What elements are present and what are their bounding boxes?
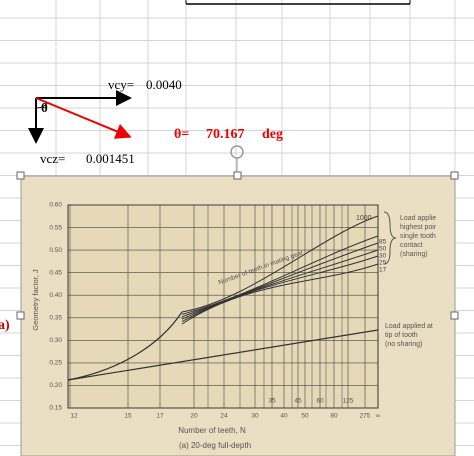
mating-teeth-label: 25 <box>379 260 387 267</box>
resize-handle[interactable] <box>17 172 24 179</box>
theta-value: 70.167 <box>206 127 245 142</box>
mating-teeth-label: 50 <box>379 246 387 253</box>
theta-label: θ= <box>174 127 189 142</box>
y-tick-label: 0.45 <box>49 269 62 276</box>
resize-handle[interactable] <box>17 312 24 319</box>
x-tick-label: 17 <box>156 413 164 420</box>
inner-x-tick-label: 125 <box>343 398 354 405</box>
side-label: a) <box>0 318 10 333</box>
legend-text: tip of tooth <box>385 332 418 339</box>
y-axis-label: Geometry factor, J <box>31 269 40 331</box>
legend-text: Load applie <box>400 215 436 222</box>
top-curve-label: 1000 <box>356 215 372 222</box>
legend-text: highest poir <box>400 224 437 231</box>
y-tick-label: 0.30 <box>49 337 62 344</box>
inner-x-tick-label: 35 <box>268 398 276 405</box>
legend-text: (sharing) <box>400 251 428 258</box>
legend-text: single tooth <box>400 233 436 240</box>
x-tick-label: 30 <box>251 413 259 420</box>
y-tick-label: 0.60 <box>49 202 62 209</box>
x-tick-label: 50 <box>301 413 309 420</box>
x-tick-label: 20 <box>190 413 198 420</box>
plot-area <box>68 205 378 408</box>
y-tick-label: 0.25 <box>49 360 62 367</box>
theta-symbol: θ <box>41 100 48 115</box>
embedded-image[interactable]: 0.60 0.55 0.50 0.45 0.40 0.35 0.30 0.25 0.20 0.15… <box>17 172 458 456</box>
x-tick-label: 80 <box>330 413 338 420</box>
legend-text: contact <box>400 242 423 249</box>
theta-unit: deg <box>262 127 283 142</box>
x-tick-label: 275 <box>360 413 371 420</box>
spreadsheet: vcy= 0.0040 θ θ= 70.167 deg vcz= 0.00145… <box>0 0 474 456</box>
y-tick-label: 0.50 <box>49 247 62 254</box>
x-tick-label: 12 <box>70 413 78 420</box>
y-tick-label: 0.20 <box>49 382 62 389</box>
x-tick-label: ∞ <box>376 413 381 420</box>
mating-teeth-label: 17 <box>379 267 387 274</box>
legend-text: Load applied at <box>385 323 433 330</box>
x-tick-label: 24 <box>220 413 228 420</box>
legend-text: (no sharing) <box>385 341 422 348</box>
mating-teeth-label: 85 <box>379 239 387 246</box>
caption: (a) 20-deg full-depth <box>179 441 251 450</box>
resize-handle[interactable] <box>234 172 241 179</box>
mating-teeth-label: 30 <box>379 253 387 260</box>
y-tick-label: 0.40 <box>49 292 62 299</box>
inner-x-tick-label: 45 <box>294 398 302 405</box>
vcz-label: vcz= <box>40 151 65 166</box>
inner-x-tick-label: 60 <box>316 398 324 405</box>
y-tick-label: 0.15 <box>49 405 62 412</box>
resize-handle[interactable] <box>451 172 458 179</box>
y-tick-label: 0.35 <box>49 314 62 321</box>
vcy-label: vcy= <box>108 77 134 92</box>
x-tick-label: 40 <box>280 413 288 420</box>
vcz-value: 0.001451 <box>86 151 135 166</box>
x-axis-label: Number of teeth, N <box>178 426 246 435</box>
vcy-value: 0.0040 <box>146 77 182 92</box>
y-tick-label: 0.55 <box>49 224 62 231</box>
x-tick-label: 15 <box>124 413 132 420</box>
resize-handle[interactable] <box>451 312 458 319</box>
